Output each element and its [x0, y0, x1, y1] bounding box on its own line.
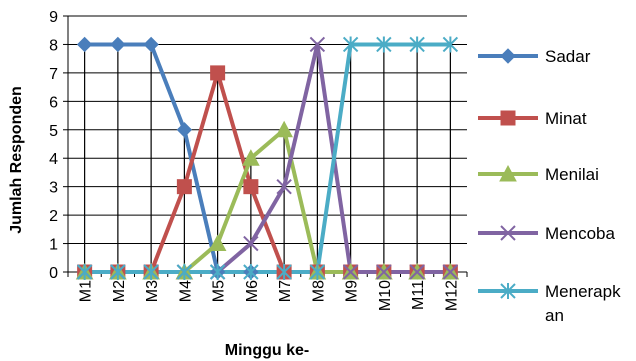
- y-tick-label: 9: [49, 9, 58, 26]
- data-point-menerapkan: [442, 36, 459, 53]
- x-tick-label: M12: [443, 280, 460, 311]
- data-point-sadar: [76, 36, 93, 53]
- data-point-menerapkan: [342, 36, 359, 53]
- x-tick-label: M6: [244, 280, 261, 302]
- y-tick-label: 5: [49, 123, 58, 140]
- legend-marker-menilai: [499, 164, 517, 182]
- data-point-menerapkan: [209, 264, 226, 280]
- y-tick-label: 8: [49, 37, 58, 54]
- x-tick-label: M1: [78, 280, 95, 302]
- x-tick-label: M7: [277, 280, 294, 302]
- data-point-mencoba: [309, 36, 326, 53]
- data-point-menilai: [242, 149, 260, 166]
- x-tick-label: M8: [310, 280, 327, 302]
- y-tick-label: 3: [49, 180, 58, 197]
- series-line-minat: [84, 70, 451, 274]
- data-point-menilai: [208, 234, 227, 252]
- x-tick-label: M2: [111, 280, 128, 302]
- data-point-minat: [243, 179, 259, 195]
- y-tick-label: 1: [49, 237, 58, 254]
- x-tick-label: M11: [410, 280, 427, 310]
- legend-label-menerapkan: Menerapk an: [545, 282, 621, 325]
- legend-label-sadar: Sadar: [545, 47, 591, 66]
- data-point-mencoba: [376, 264, 392, 280]
- data-point-minat: [176, 179, 192, 195]
- data-point-mencoba: [342, 264, 359, 280]
- data-point-sadar: [143, 36, 159, 53]
- x-tick-label: M3: [144, 280, 161, 302]
- drop-lines: [84, 44, 451, 272]
- data-point-menerapkan: [110, 264, 126, 280]
- legend-marker-minat: [500, 110, 516, 126]
- data-point-menerapkan: [276, 264, 292, 280]
- data-point-mencoba: [276, 178, 292, 195]
- data-point-minat: [210, 65, 226, 81]
- x-tick-label: M10: [377, 280, 394, 311]
- y-tick-label: 7: [49, 66, 58, 83]
- legend-label-mencoba: Mencoba: [545, 224, 615, 243]
- x-tick-label: M5: [211, 280, 228, 302]
- x-tick-label: M9: [344, 280, 361, 302]
- gridlines: [68, 15, 467, 245]
- data-point-menerapkan: [376, 36, 392, 53]
- data-point-sadar: [176, 122, 193, 138]
- data-point-menerapkan: [76, 264, 93, 280]
- data-point-menerapkan: [243, 264, 259, 280]
- legend-marker-sadar: [500, 48, 516, 64]
- data-point-menerapkan: [143, 264, 159, 280]
- y-tick-label: 6: [49, 94, 58, 111]
- y-tick-label: 4: [49, 151, 58, 168]
- y-tick-label: 2: [49, 208, 58, 225]
- data-point-mencoba: [409, 264, 425, 280]
- x-tick-label: M4: [177, 280, 194, 302]
- data-point-mencoba: [243, 235, 259, 252]
- x-axis-title: Minggu ke-: [225, 342, 309, 359]
- data-point-menerapkan: [309, 264, 326, 280]
- legend: Sadar Minat Menilai Mencoba Menerapk an: [478, 47, 621, 325]
- data-point-menilai: [275, 120, 293, 138]
- legend-label-menilai: Menilai: [545, 165, 599, 184]
- x-tick-labels: M1 M2 M3 M4 M5 M6 M7 M8 M9 M10 M11 M12: [78, 280, 461, 311]
- series-line-menilai: [84, 127, 451, 274]
- series-markers: [75, 36, 460, 280]
- data-point-sadar: [110, 36, 126, 53]
- y-axis-title: Jumlah Responden: [8, 86, 25, 234]
- y-tick-label: 0: [49, 265, 58, 282]
- data-point-mencoba: [442, 264, 459, 280]
- data-point-menerapkan: [409, 36, 425, 53]
- data-point-menerapkan: [176, 264, 193, 280]
- legend-marker-mencoba: [500, 225, 516, 241]
- y-tick-labels: 0 1 2 3 4 5 6 7 8 9: [49, 9, 58, 282]
- legend-marker-menerapkan: [500, 283, 516, 299]
- legend-label-minat: Minat: [545, 109, 587, 128]
